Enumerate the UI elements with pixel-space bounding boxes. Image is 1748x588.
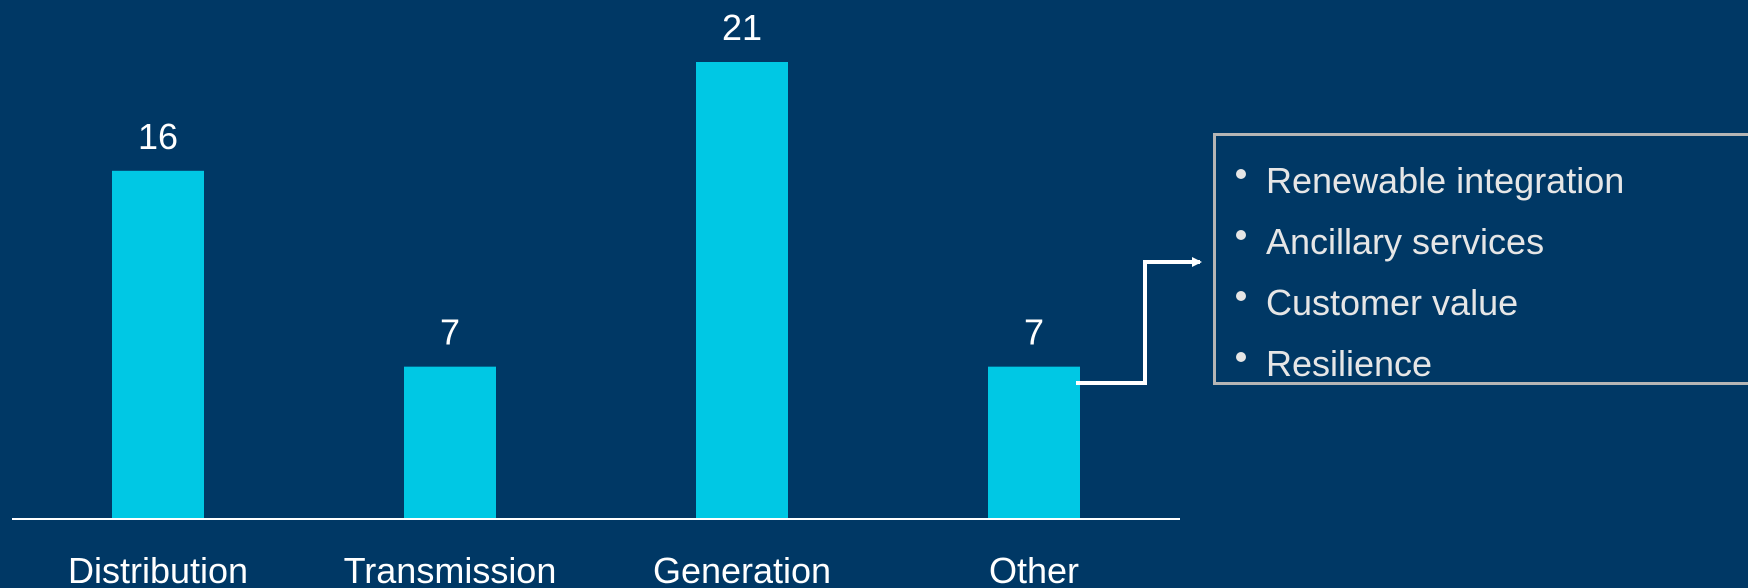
data-label-distribution: 16 <box>138 116 178 157</box>
bar-generation <box>696 62 788 519</box>
bullet-icon <box>1236 169 1246 179</box>
callout-item-label: Renewable integration <box>1266 160 1625 201</box>
bullet-icon <box>1236 352 1246 362</box>
data-label-generation: 21 <box>722 7 762 48</box>
category-labels-group: Distribution Transmission Generation Other <box>68 550 1079 588</box>
callout-item-label: Customer value <box>1266 282 1519 323</box>
category-label-distribution: Distribution <box>68 550 248 588</box>
category-label-transmission: Transmission <box>344 550 557 588</box>
category-label-generation: Generation <box>653 550 831 588</box>
callout-item-label: Resilience <box>1266 343 1433 384</box>
bars-group <box>112 62 1080 520</box>
callout-box: Renewable integration Ancillary services… <box>1213 133 1748 385</box>
data-label-other: 7 <box>1024 312 1044 353</box>
callout-item-label: Ancillary services <box>1266 221 1545 262</box>
callout-item: Customer value <box>1236 272 1748 333</box>
bar-transmission <box>404 366 496 519</box>
callout-item: Resilience <box>1236 333 1748 394</box>
data-label-transmission: 7 <box>440 312 460 353</box>
callout-connector-arrow <box>1076 257 1202 385</box>
bullet-icon <box>1236 230 1246 240</box>
callout-item: Renewable integration <box>1236 150 1748 211</box>
callout-list: Renewable integration Ancillary services… <box>1236 150 1748 394</box>
bullet-icon <box>1236 291 1246 301</box>
category-label-other: Other <box>989 550 1079 588</box>
callout-item: Ancillary services <box>1236 211 1748 272</box>
bar-distribution <box>112 170 204 520</box>
value-labels-group: 16 7 21 7 <box>138 7 1044 353</box>
bar-other <box>988 366 1080 519</box>
